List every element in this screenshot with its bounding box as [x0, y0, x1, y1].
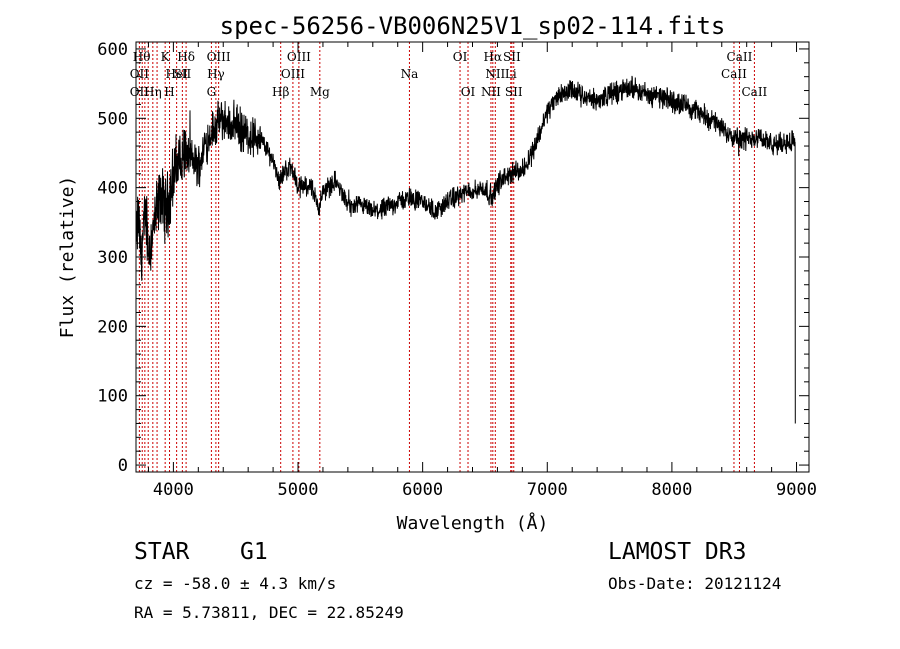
coordinates: RA = 5.73811, DEC = 22.85249: [134, 603, 404, 622]
y-tick-label: 100: [97, 387, 128, 407]
x-tick-label: 7000: [527, 480, 568, 500]
line-label: Na: [401, 67, 419, 81]
x-tick-label: 5000: [278, 480, 319, 500]
y-tick-label: 500: [97, 109, 128, 129]
y-tick-label: 600: [97, 40, 128, 60]
y-tick-label: 300: [97, 248, 128, 268]
line-label: OIII: [281, 67, 305, 81]
redshift-text: cz = -58.0 ± 4.3 km/s: [134, 574, 337, 593]
line-label: K: [161, 50, 171, 64]
line-label: OII: [130, 67, 150, 81]
line-label: NII: [481, 85, 501, 99]
x-tick-label: 4000: [153, 480, 194, 500]
line-label: CaII: [721, 67, 747, 81]
x-tick-label: 8000: [651, 480, 692, 500]
y-tick-label: 200: [97, 317, 128, 337]
line-label: OI: [461, 85, 476, 99]
line-label: Mg: [310, 85, 330, 99]
line-label: SII: [505, 85, 523, 99]
line-label: Hβ: [272, 85, 289, 99]
line-label: HeI: [165, 67, 188, 81]
line-label: SII: [503, 50, 521, 64]
line-label: OII: [130, 85, 150, 99]
subclass: G1: [240, 539, 268, 565]
line-label: CaII: [741, 85, 767, 99]
line-label: SII: [174, 67, 192, 81]
line-label: OIII: [207, 50, 231, 64]
spectrum-chart: spec-56256-VB006N25V1_sp02-114.fits Hθ K Hδ…: [57, 12, 817, 534]
line-label: Li: [505, 67, 517, 81]
line-label: NII: [485, 67, 505, 81]
object-class: STAR: [134, 539, 190, 565]
line-label: Hη: [144, 85, 162, 99]
spectrum-line: [135, 75, 796, 466]
survey-label: LAMOST DR3: [608, 539, 747, 565]
line-label: OI: [453, 50, 468, 64]
line-label: Hθ: [133, 50, 151, 64]
chart-title: spec-56256-VB006N25V1_sp02-114.fits: [220, 12, 726, 40]
y-tick-label: 0: [118, 456, 128, 476]
line-label: G: [207, 85, 217, 99]
y-axis-label: Flux (relative): [57, 176, 78, 339]
line-label: CaII: [727, 50, 753, 64]
line-label: Hδ: [177, 50, 195, 64]
obs-date: Obs-Date: 20121124: [608, 574, 782, 593]
line-label: Hγ: [207, 67, 225, 81]
x-tick-label: 9000: [776, 480, 817, 500]
x-axis-label: Wavelength (Å): [397, 512, 549, 534]
x-tick-label: 6000: [402, 480, 443, 500]
line-label: H: [164, 85, 174, 99]
line-label: OIII: [287, 50, 311, 64]
line-label: Hα: [484, 50, 503, 64]
y-tick-label: 400: [97, 179, 128, 199]
